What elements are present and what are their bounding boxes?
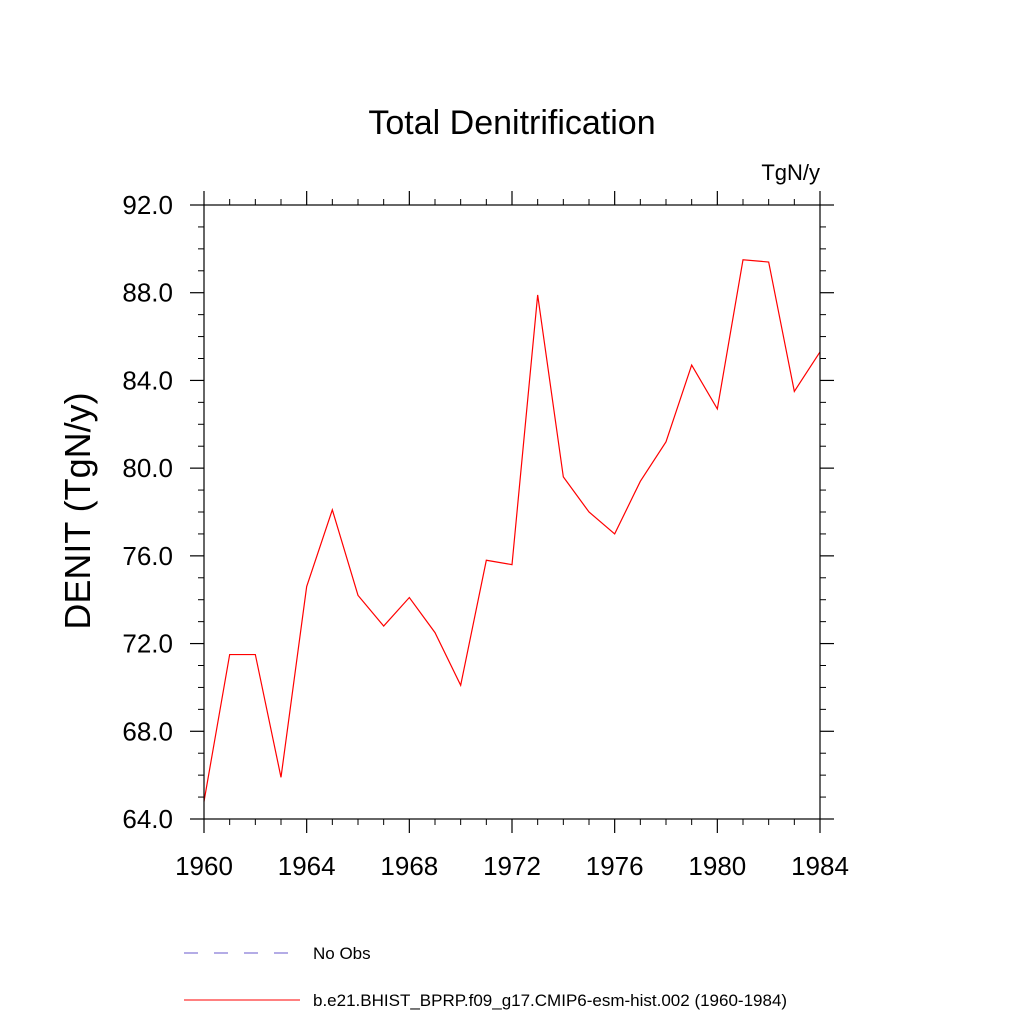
y-tick-label: 68.0 bbox=[122, 716, 173, 746]
x-tick-label: 1968 bbox=[380, 851, 438, 881]
units-label: TgN/y bbox=[761, 160, 820, 185]
x-tick-label: 1960 bbox=[175, 851, 233, 881]
y-tick-label: 80.0 bbox=[122, 453, 173, 483]
legend-label-no-obs: No Obs bbox=[313, 944, 371, 963]
series-line bbox=[203, 259, 821, 802]
legend-label-model-run: b.e21.BHIST_BPRP.f09_g17.CMIP6-esm-hist.… bbox=[313, 991, 787, 1010]
y-tick-label: 72.0 bbox=[122, 629, 173, 659]
y-tick-label: 84.0 bbox=[122, 365, 173, 395]
x-tick-label: 1980 bbox=[688, 851, 746, 881]
tick-labels: 1960 1964 1968 1972 1976 1980 1984 64.0 68.0 72.0… bbox=[122, 190, 849, 881]
series-layer bbox=[203, 259, 821, 802]
x-tick-label: 1964 bbox=[278, 851, 336, 881]
x-tick-label: 1976 bbox=[586, 851, 644, 881]
x-tick-label: 1984 bbox=[791, 851, 849, 881]
minor-ticks bbox=[198, 199, 826, 825]
y-axis-label: DENIT (TgN/y) bbox=[57, 392, 98, 629]
x-tick-label: 1972 bbox=[483, 851, 541, 881]
y-tick-label: 92.0 bbox=[122, 190, 173, 220]
plot-frame bbox=[203, 204, 821, 820]
chart-title: Total Denitrification bbox=[368, 104, 655, 142]
legend: No Obs b.e21.BHIST_BPRP.f09_g17.CMIP6-es… bbox=[184, 944, 787, 1010]
y-tick-label: 64.0 bbox=[122, 804, 173, 834]
major-ticks bbox=[190, 191, 834, 833]
y-tick-label: 76.0 bbox=[122, 541, 173, 571]
y-tick-label: 88.0 bbox=[122, 278, 173, 308]
